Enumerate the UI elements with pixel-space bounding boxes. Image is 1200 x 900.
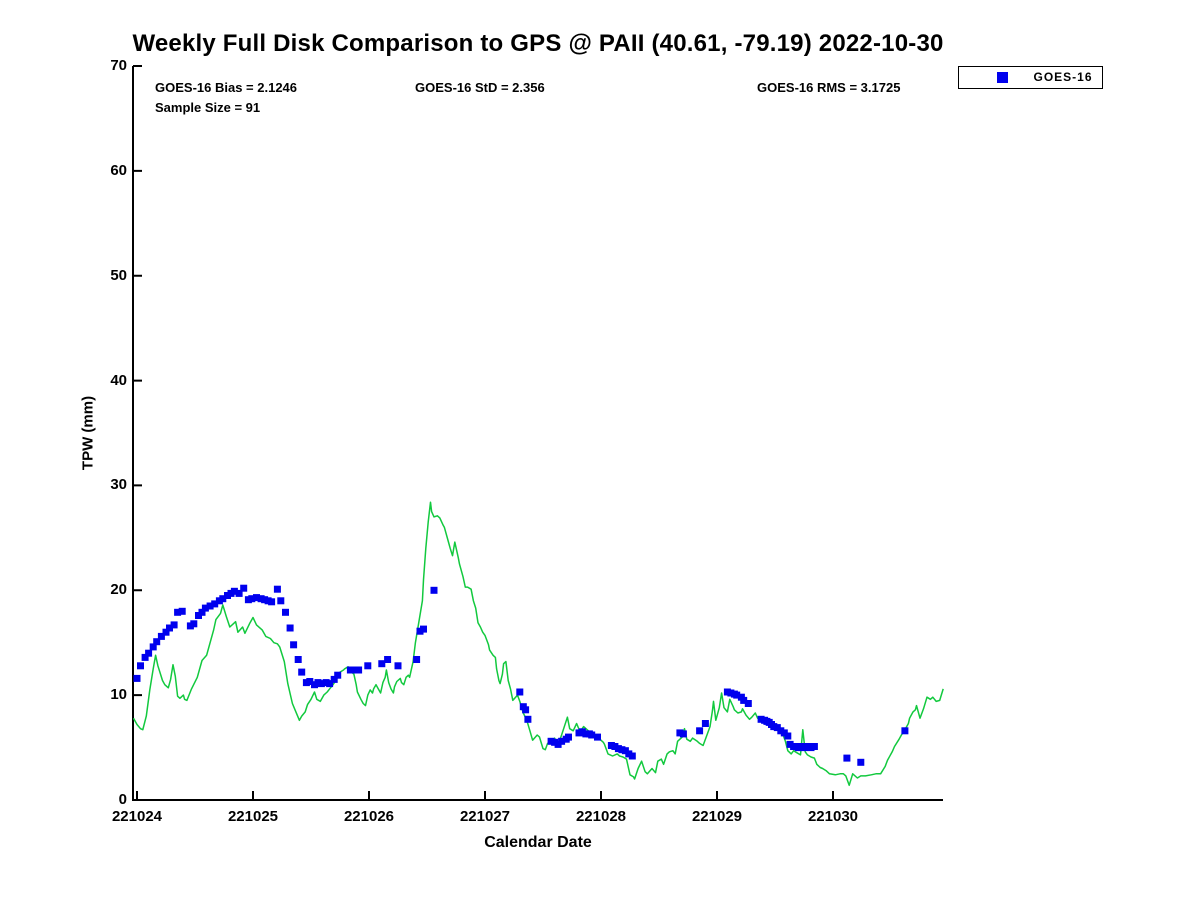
goes16-marker bbox=[166, 624, 173, 632]
goes16-marker bbox=[326, 680, 334, 688]
goes16-marker bbox=[524, 715, 532, 723]
goes16-marker bbox=[174, 608, 182, 616]
legend-goes16-label: GOES-16 bbox=[1033, 70, 1093, 84]
goes16-marker bbox=[740, 696, 748, 704]
goes16-marker bbox=[522, 706, 530, 714]
goes16-markers bbox=[133, 584, 909, 766]
y-tick-label-60: 60 bbox=[110, 162, 127, 179]
goes16-marker bbox=[565, 733, 572, 741]
goes16-marker bbox=[679, 730, 687, 738]
goes16-marker bbox=[594, 733, 601, 741]
goes16-marker bbox=[190, 620, 198, 628]
goes16-marker bbox=[206, 602, 214, 610]
goes16-marker bbox=[843, 754, 851, 762]
x-tick-label-221024: 221024 bbox=[111, 808, 163, 825]
goes16-marker bbox=[133, 674, 141, 682]
y-tick-label-50: 50 bbox=[110, 267, 127, 284]
goes16-marker bbox=[516, 688, 524, 696]
goes16-marker bbox=[286, 624, 294, 632]
goes16-marker bbox=[178, 607, 186, 615]
goes16-marker bbox=[268, 598, 276, 606]
y-tick-label-70: 70 bbox=[110, 57, 127, 74]
goes16-marker bbox=[355, 666, 363, 674]
goes16-marker bbox=[298, 668, 306, 676]
goes16-marker bbox=[253, 594, 260, 602]
goes16-marker bbox=[235, 589, 243, 597]
x-tick-label-221030: 221030 bbox=[807, 808, 859, 825]
goes16-marker bbox=[420, 625, 427, 633]
goes16-marker bbox=[810, 743, 818, 750]
stat-bias: GOES-16 Bias = 2.1246 bbox=[155, 80, 298, 95]
goes16-marker bbox=[334, 671, 342, 679]
x-tick-label-221025: 221025 bbox=[227, 808, 279, 825]
goes16-marker bbox=[784, 732, 792, 740]
x-tick-label-221028: 221028 bbox=[575, 808, 627, 825]
legend-goes16-marker-icon bbox=[997, 72, 1008, 83]
y-tick-label-0: 0 bbox=[118, 791, 127, 808]
goes16-marker bbox=[696, 727, 704, 735]
goes16-marker bbox=[157, 632, 165, 640]
goes16-marker bbox=[153, 638, 161, 646]
x-axis-label: Calendar Date bbox=[484, 834, 592, 851]
legend: GOES-16 bbox=[958, 66, 1103, 89]
goes16-marker bbox=[219, 595, 227, 603]
goes16-marker bbox=[290, 641, 298, 649]
axes bbox=[132, 65, 943, 801]
gps-line bbox=[132, 501, 944, 787]
x-tick-label-221027: 221027 bbox=[459, 808, 511, 825]
y-axis-label: TPW (mm) bbox=[79, 395, 97, 471]
goes16-marker bbox=[282, 608, 289, 616]
goes16-marker bbox=[628, 752, 636, 760]
x-tick-label-221026: 221026 bbox=[343, 808, 395, 825]
goes16-marker bbox=[149, 643, 157, 651]
goes16-marker bbox=[790, 743, 798, 750]
goes16-marker bbox=[141, 653, 149, 661]
goes16-marker bbox=[201, 604, 209, 612]
goes16-marker bbox=[378, 660, 386, 668]
goes16-marker bbox=[294, 656, 302, 663]
chart-title: Weekly Full Disk Comparison to GPS @ PAI… bbox=[132, 30, 944, 57]
goes16-marker bbox=[430, 586, 438, 594]
goes16-marker bbox=[413, 656, 421, 663]
goes16-marker bbox=[350, 666, 358, 674]
goes16-marker bbox=[230, 587, 238, 595]
goes16-marker bbox=[145, 649, 153, 657]
goes16-marker bbox=[701, 720, 709, 727]
x-tick-label-221029: 221029 bbox=[691, 808, 743, 825]
goes16-marker bbox=[901, 727, 909, 735]
y-tick-label-30: 30 bbox=[110, 476, 127, 493]
goes16-marker bbox=[162, 628, 170, 636]
goes16-marker bbox=[198, 608, 206, 616]
goes16-marker bbox=[588, 731, 596, 739]
goes16-marker bbox=[384, 656, 392, 663]
goes16-marker bbox=[317, 680, 325, 688]
goes16-marker bbox=[857, 758, 865, 766]
goes16-marker bbox=[273, 585, 281, 593]
stat-sample-size: Sample Size = 91 bbox=[155, 100, 261, 115]
y-tick-label-20: 20 bbox=[110, 581, 127, 598]
goes16-marker bbox=[211, 600, 219, 608]
stat-std: GOES-16 StD = 2.356 bbox=[415, 80, 545, 95]
y-tick-label-40: 40 bbox=[110, 372, 127, 389]
goes16-marker bbox=[248, 595, 256, 603]
stat-rms: GOES-16 RMS = 3.1725 bbox=[757, 80, 901, 95]
goes16-marker bbox=[240, 584, 248, 592]
goes16-marker bbox=[394, 662, 402, 670]
goes16-marker bbox=[558, 737, 566, 745]
goes16-marker bbox=[137, 662, 144, 670]
goes16-marker bbox=[364, 662, 372, 670]
goes16-marker bbox=[733, 691, 741, 699]
goes16-marker bbox=[744, 700, 752, 707]
goes16-marker bbox=[330, 675, 338, 683]
y-tick-label-10: 10 bbox=[110, 686, 127, 703]
goes16-marker bbox=[170, 621, 178, 629]
goes16-marker bbox=[277, 597, 285, 605]
goes16-marker bbox=[306, 678, 314, 685]
